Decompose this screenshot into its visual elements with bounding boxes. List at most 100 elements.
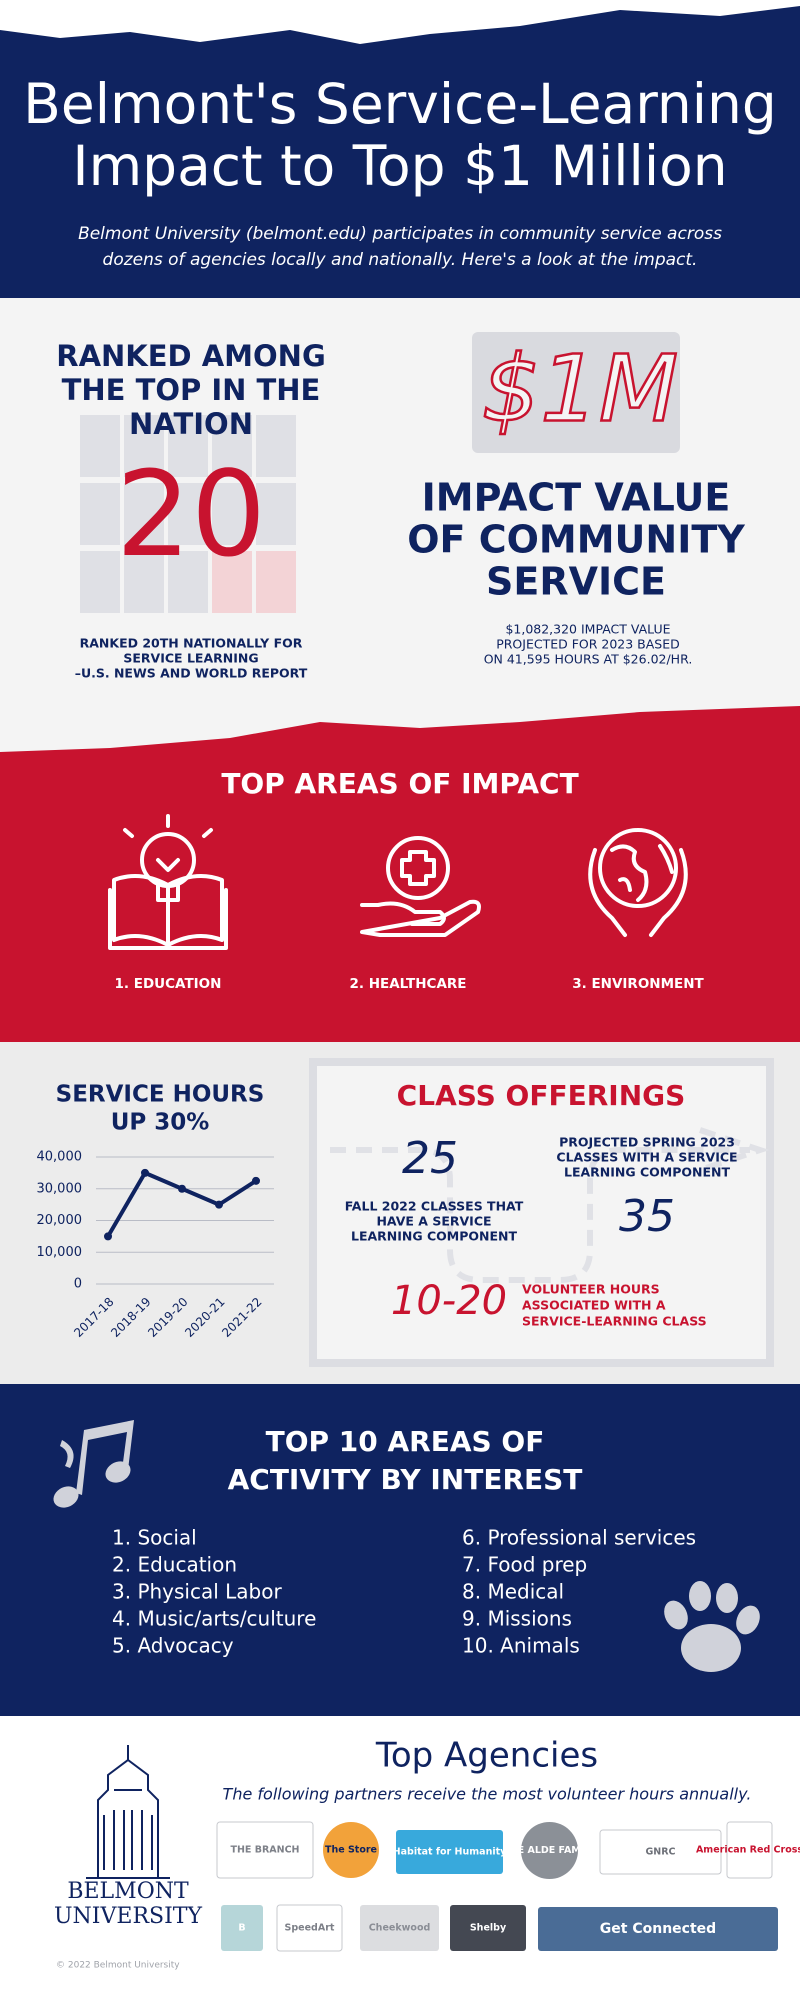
fall-label: HAVE A SERVICE [376, 1214, 491, 1229]
note-stem [76, 1420, 134, 1495]
agency-logo [726, 1821, 773, 1879]
y-tick-label: 30,000 [37, 1181, 83, 1196]
title: Belmont's Service-Learning [23, 72, 777, 136]
building [124, 483, 164, 545]
hours-label: VOLUNTEER HOURS [522, 1282, 660, 1297]
decor-path [330, 1127, 770, 1283]
bulb-detail [123, 814, 213, 902]
agency-logo [396, 1830, 503, 1874]
globe-icon [598, 828, 678, 908]
impact-heading: IMPACT VALUE [422, 476, 731, 520]
activities-title: ACTIVITY BY INTEREST [228, 1463, 583, 1496]
agency-name: American Red Cross [696, 1845, 800, 1856]
bulb-icon [140, 832, 196, 888]
agency-logo [216, 1821, 314, 1879]
note-head [53, 1486, 79, 1508]
hands-icon [588, 848, 688, 937]
impact-note: ON 41,595 HOURS AT $26.02/HR. [484, 652, 693, 667]
spring-label: CLASSES WITH A SERVICE [556, 1150, 737, 1165]
activity-item: 6. Professional services [462, 1526, 696, 1550]
agency-logo [360, 1905, 439, 1951]
building [124, 551, 164, 613]
agency-name: Cheekwood [369, 1923, 431, 1934]
health-circle [386, 836, 450, 900]
y-tick-label: 20,000 [37, 1213, 83, 1228]
paw-toe [689, 1581, 711, 1611]
university-name: BELMONT [67, 1879, 189, 1904]
class-box [309, 1058, 774, 1367]
agency-logo [323, 1822, 379, 1878]
hours-title: UP 30% [111, 1110, 210, 1136]
agency-logo [521, 1822, 578, 1879]
paw-toe [736, 1605, 760, 1635]
building [124, 415, 164, 477]
building [256, 415, 296, 477]
data-point [252, 1176, 260, 1185]
activity-item: 3. Physical Labor [112, 1580, 282, 1604]
cross-icon [400, 850, 436, 886]
hours-label: ASSOCIATED WITH A [522, 1298, 666, 1313]
building [80, 415, 120, 477]
impact-heading: OF COMMUNITY [407, 518, 745, 562]
building [80, 551, 120, 613]
building [256, 551, 296, 613]
agency-name: Habitat for Humanity [393, 1847, 507, 1858]
amount: $1M [482, 335, 678, 442]
impact-note: $1,082,320 IMPACT VALUE [505, 622, 670, 637]
ranking-heading: RANKED AMONG [56, 339, 326, 373]
building [256, 483, 296, 545]
y-tick-label: 40,000 [37, 1150, 83, 1165]
agency-logo [221, 1905, 263, 1951]
data-point [104, 1232, 112, 1241]
music-icon [53, 1420, 134, 1508]
impact-note: PROJECTED FOR 2023 BASED [496, 637, 680, 652]
fall-label: LEARNING COMPONENT [351, 1229, 517, 1244]
agency-logo [450, 1905, 526, 1951]
y-tick-label: 10,000 [37, 1245, 83, 1260]
paw-icon [664, 1581, 760, 1672]
agency-name: THE BRANCH [230, 1845, 299, 1856]
activity-item: 8. Medical [462, 1580, 564, 1604]
agency-name: Shelby [470, 1923, 507, 1934]
paw-pad [681, 1624, 741, 1672]
tower-detail [86, 1745, 170, 1879]
area-icons [108, 814, 688, 950]
y-tick-label: 0 [74, 1277, 82, 1292]
subtitle: Belmont University (belmont.edu) partici… [78, 224, 722, 244]
spring-label: PROJECTED SPRING 2023 [559, 1135, 735, 1150]
data-point [215, 1200, 223, 1209]
section-title: TOP AREAS OF IMPACT [221, 767, 578, 800]
hours-range: 10-20 [391, 1278, 507, 1324]
activity-item: 1. Social [112, 1526, 197, 1550]
tower-outline [97, 1758, 159, 1879]
building [168, 483, 208, 545]
data-point [141, 1168, 149, 1177]
area-label: 1. EDUCATION [115, 976, 222, 992]
title: Impact to Top $1 Million [72, 134, 727, 198]
building [212, 415, 252, 477]
agency-name: SpeedArt [285, 1923, 335, 1934]
building [212, 551, 252, 613]
rank-number: 20 [116, 445, 266, 583]
subtitle: dozens of agencies locally and nationall… [103, 250, 698, 270]
copyright: © 2022 Belmont University [56, 1961, 180, 1971]
impact-heading: SERVICE [486, 560, 666, 604]
agency-name: GNRC [645, 1847, 675, 1858]
agency-logo [599, 1829, 722, 1875]
ranking-note: SERVICE LEARNING [123, 651, 258, 666]
ranking-note: RANKED 20TH NATIONALLY FOR [80, 636, 303, 651]
hand-icon [360, 899, 481, 937]
ranking-note: –U.S. NEWS AND WORLD REPORT [75, 666, 308, 681]
building [168, 415, 208, 477]
paw-toe [664, 1600, 688, 1630]
agency-name: Get Connected [600, 1921, 716, 1937]
globe-detail [610, 844, 674, 902]
activity-item: 9. Missions [462, 1607, 572, 1631]
agencies-title: Top Agencies [375, 1736, 598, 1776]
activity-item: 5. Advocacy [112, 1634, 234, 1658]
area-label: 3. ENVIRONMENT [572, 976, 704, 992]
torn-edge [0, 0, 800, 44]
belmont-tower [86, 1745, 170, 1879]
building [212, 483, 252, 545]
